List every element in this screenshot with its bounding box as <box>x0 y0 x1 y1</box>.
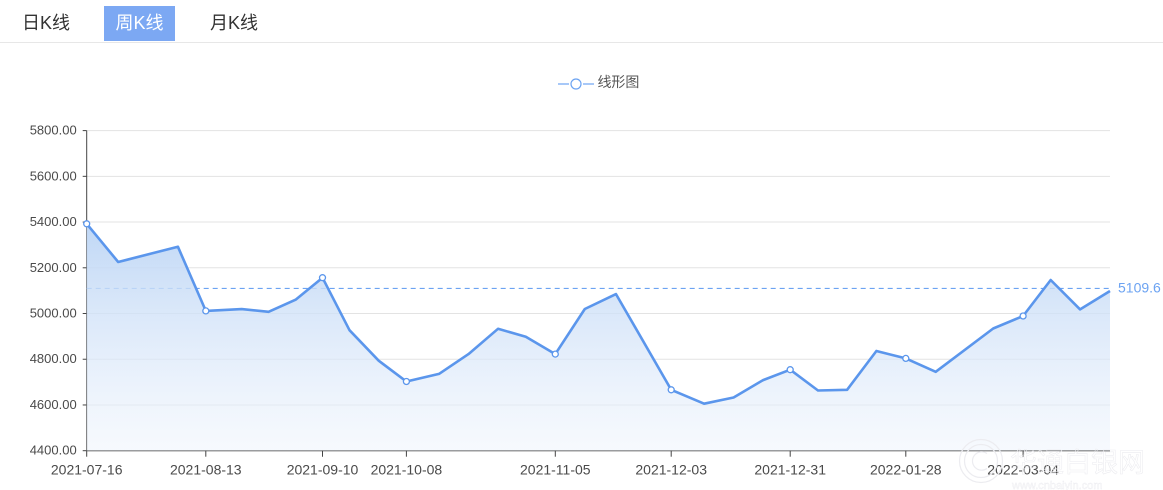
svg-text:5800.00: 5800.00 <box>30 123 77 138</box>
svg-text:4400.00: 4400.00 <box>30 443 77 458</box>
svg-text:5109.6: 5109.6 <box>1118 279 1161 295</box>
svg-text:2021-12-03: 2021-12-03 <box>635 462 707 478</box>
svg-text:2021-12-31: 2021-12-31 <box>754 462 826 478</box>
svg-text:2021-10-08: 2021-10-08 <box>371 462 443 478</box>
svg-text:2022-01-28: 2022-01-28 <box>870 462 942 478</box>
svg-text:5400.00: 5400.00 <box>30 214 77 229</box>
svg-text:2021-09-10: 2021-09-10 <box>287 462 359 478</box>
svg-text:2022-03-04: 2022-03-04 <box>987 462 1059 478</box>
svg-text:5000.00: 5000.00 <box>30 306 77 321</box>
svg-text:4800.00: 4800.00 <box>30 351 77 366</box>
svg-text:2021-07-16: 2021-07-16 <box>51 462 123 478</box>
svg-text:5600.00: 5600.00 <box>30 168 77 183</box>
svg-text:5200.00: 5200.00 <box>30 260 77 275</box>
svg-text:2021-11-05: 2021-11-05 <box>520 462 591 478</box>
svg-text:2021-08-13: 2021-08-13 <box>170 462 242 478</box>
svg-text:4600.00: 4600.00 <box>30 397 77 412</box>
